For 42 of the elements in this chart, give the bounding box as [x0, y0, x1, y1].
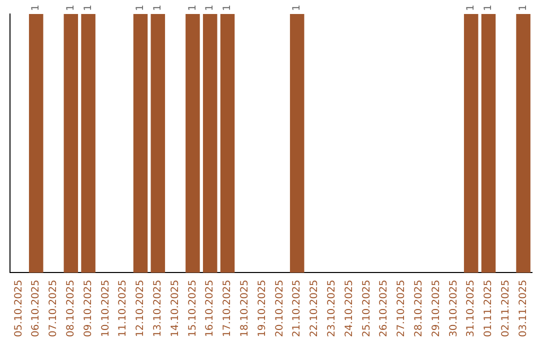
x-tick-label: 12.10.2025 — [135, 280, 146, 338]
data-label: 1 — [82, 4, 94, 11]
data-label: 1 — [187, 4, 198, 11]
data-label: 1 — [222, 4, 234, 11]
x-tick-label: 23.10.2025 — [326, 280, 338, 338]
data-label: 1 — [292, 4, 303, 11]
data-label: 1 — [483, 4, 494, 11]
data-label: 1 — [466, 4, 477, 11]
x-tick-label: 21.10.2025 — [292, 280, 303, 338]
x-tick-label: 30.10.2025 — [448, 280, 460, 338]
data-label: 1 — [518, 4, 529, 11]
x-tick-label: 27.10.2025 — [396, 280, 408, 338]
x-tick-label: 13.10.2025 — [152, 280, 164, 338]
data-label: 1 — [30, 4, 42, 11]
x-tick-label: 26.10.2025 — [378, 280, 390, 338]
data-label: 1 — [65, 4, 76, 11]
x-tick-label: 31.10.2025 — [466, 280, 477, 338]
x-tick-label: 07.10.2025 — [48, 280, 60, 338]
x-tick-label: 08.10.2025 — [65, 280, 76, 338]
x-tick-label: 28.10.2025 — [413, 280, 424, 338]
x-tick-label: 01.11.2025 — [483, 280, 494, 338]
x-tick-label: 15.10.2025 — [187, 280, 198, 338]
x-tick-label: 22.10.2025 — [309, 280, 320, 338]
x-tick-label: 18.10.2025 — [239, 280, 250, 338]
x-tick-label: 24.10.2025 — [344, 280, 355, 338]
data-label: 1 — [204, 4, 216, 11]
x-tick-label: 16.10.2025 — [204, 280, 216, 338]
x-tick-label: 10.10.2025 — [100, 280, 112, 338]
x-tick-label: 14.10.2025 — [170, 280, 181, 338]
x-tick-label: 11.10.2025 — [118, 280, 129, 338]
x-tick-label: 03.11.2025 — [518, 280, 529, 338]
x-tick-label: 05.10.2025 — [13, 280, 24, 338]
x-tick-label: 09.10.2025 — [82, 280, 94, 338]
x-tick-label: 20.10.2025 — [274, 280, 286, 338]
x-tick-label: 17.10.2025 — [222, 280, 234, 338]
x-tick-label: 02.11.2025 — [500, 280, 512, 338]
data-label: 1 — [152, 4, 164, 11]
x-tick-label: 19.10.2025 — [256, 280, 268, 338]
x-tick-label: 06.10.2025 — [30, 280, 42, 338]
x-tick-label: 29.10.2025 — [430, 280, 442, 338]
data-label: 1 — [135, 4, 146, 11]
x-tick-label: 25.10.2025 — [361, 280, 372, 338]
